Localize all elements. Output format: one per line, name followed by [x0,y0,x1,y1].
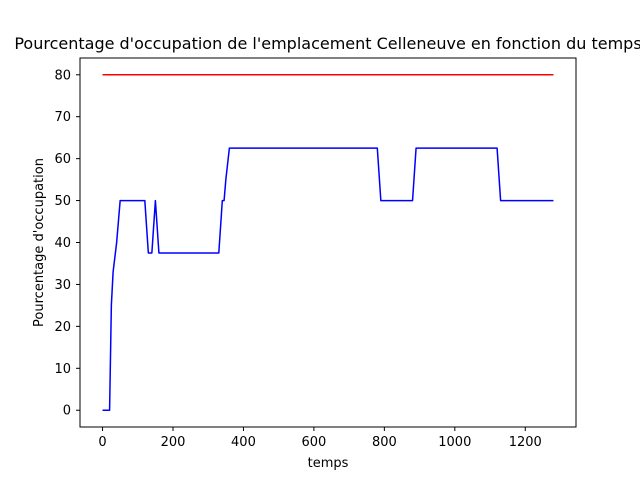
x-tick-label: 800 [372,435,397,450]
y-tick-label: 60 [54,152,71,167]
x-tick-label: 600 [301,435,326,450]
chart-title: Pourcentage d'occupation de l'emplacemen… [14,34,640,53]
x-tick-label: 400 [231,435,256,450]
x-tick-label: 1000 [438,435,471,450]
y-tick-label: 80 [54,68,71,83]
x-tick-label: 1200 [509,435,542,450]
y-axis-label: Pourcentage d'occupation [32,158,47,327]
y-axis: 0 10 20 30 40 50 60 70 80 [54,68,80,419]
x-axis-label: temps [308,456,349,471]
x-axis: 0 200 400 600 800 1000 1200 [98,427,542,450]
y-tick-label: 40 [54,236,71,251]
y-tick-label: 0 [63,404,71,419]
series-line-0 [102,147,554,411]
y-tick-label: 50 [54,194,71,209]
x-tick-label: 200 [161,435,186,450]
y-tick-label: 30 [54,278,71,293]
y-tick-label: 70 [54,110,71,125]
x-tick-label: 0 [98,435,106,450]
y-tick-label: 20 [54,320,71,335]
series-layer [102,74,554,411]
y-tick-label: 10 [54,362,71,377]
plot-area [80,58,576,427]
